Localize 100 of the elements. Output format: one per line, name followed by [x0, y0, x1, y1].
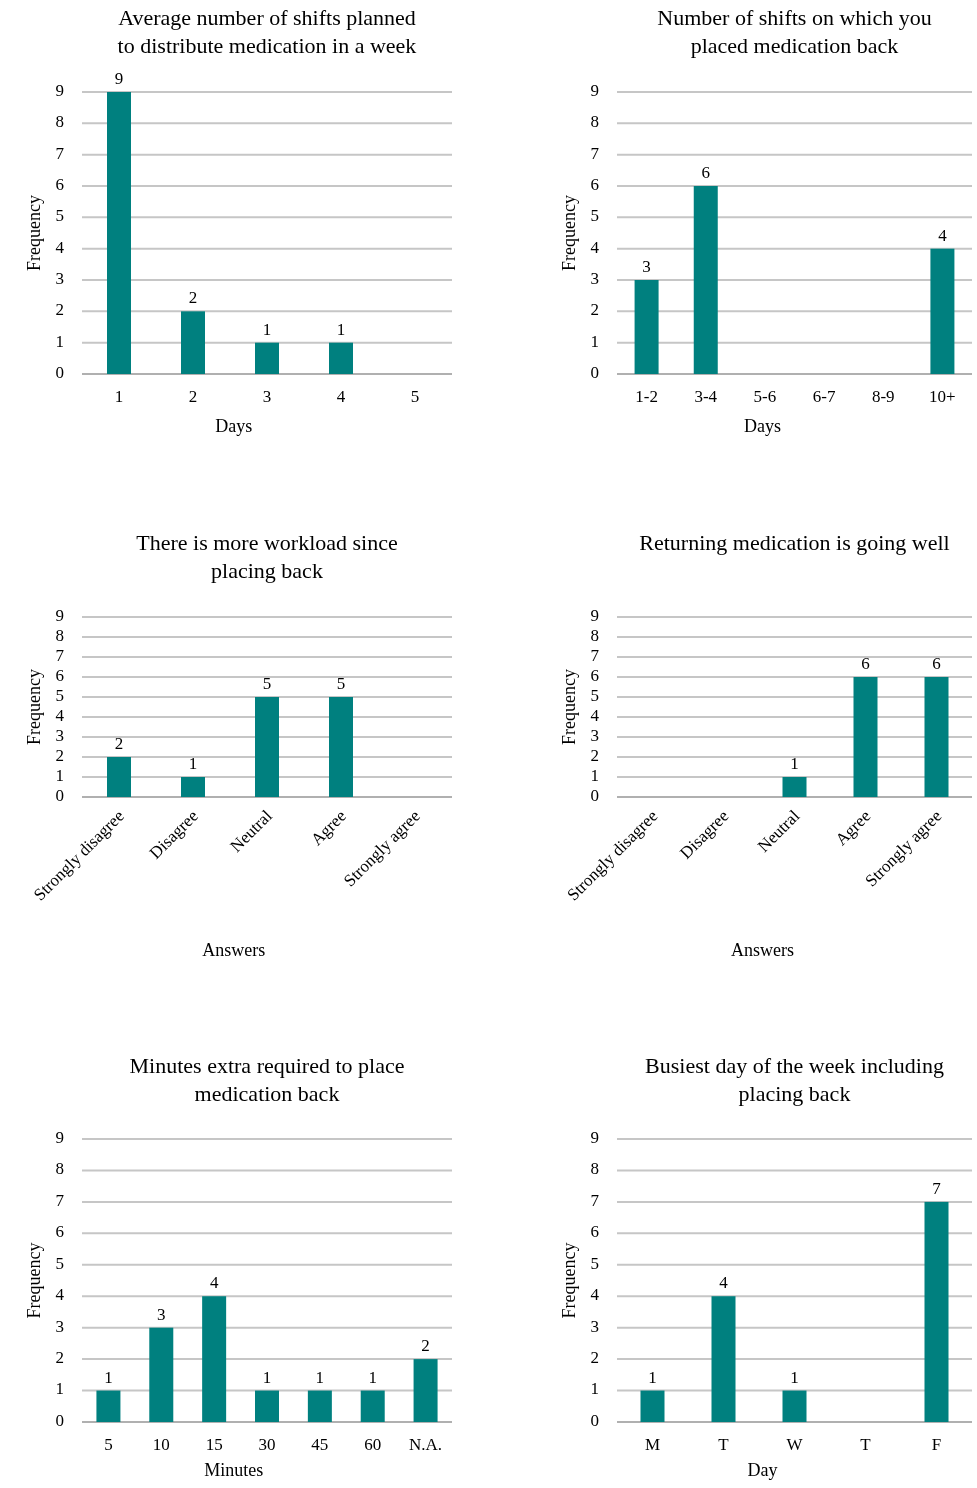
x-axis-title: Days — [744, 416, 782, 437]
bar — [693, 186, 718, 374]
y-tick-label: 2 — [55, 1348, 64, 1368]
y-tick-label: 1 — [55, 765, 64, 785]
x-tick-label: W — [786, 1434, 804, 1454]
x-tick-label: T — [860, 1434, 872, 1454]
y-tick-label: 1 — [590, 1379, 599, 1399]
bar — [107, 92, 131, 374]
x-tick-label: 8-9 — [871, 386, 895, 406]
y-tick-label: 5 — [55, 206, 64, 226]
data-label: 2 — [421, 1336, 430, 1356]
y-tick-label: 6 — [590, 665, 599, 685]
data-label: 4 — [938, 225, 948, 245]
y-tick-label: 5 — [590, 1253, 599, 1273]
bar — [413, 1359, 438, 1422]
data-label: 2 — [188, 288, 198, 308]
bar — [924, 1201, 949, 1422]
x-tick-label: 5 — [410, 386, 420, 406]
x-tick-label: 45 — [311, 1434, 329, 1454]
x-axis-title: Day — [747, 1460, 778, 1481]
x-tick-label: 15 — [205, 1434, 223, 1454]
chart-title: Returning medication is going well — [639, 530, 950, 556]
data-label: 7 — [932, 1178, 942, 1198]
bar — [782, 1390, 807, 1422]
y-tick-label: 4 — [55, 1285, 65, 1305]
y-tick-label: 9 — [55, 80, 64, 100]
bar — [634, 280, 659, 374]
data-label: 3 — [157, 1304, 166, 1324]
bar — [107, 757, 131, 797]
x-tick-label: 2 — [188, 386, 198, 406]
y-tick-label: 0 — [55, 362, 64, 382]
x-tick-label: 5-6 — [753, 386, 777, 406]
y-tick-label: 6 — [55, 665, 64, 685]
bar — [96, 1390, 121, 1422]
y-tick-label: 3 — [55, 725, 64, 745]
data-label: 1 — [648, 1367, 657, 1387]
y-tick-label: 4 — [590, 237, 600, 257]
y-tick-label: 7 — [590, 645, 600, 665]
data-label: 1 — [188, 754, 198, 773]
y-axis-title: Frequency — [559, 669, 580, 745]
y-tick-label: 8 — [55, 625, 64, 645]
y-tick-label: 3 — [590, 725, 599, 745]
bar — [255, 342, 279, 374]
y-tick-label: 6 — [55, 174, 64, 194]
y-tick-label: 8 — [590, 625, 599, 645]
y-tick-label: 2 — [55, 300, 64, 320]
y-tick-label: 1 — [590, 765, 599, 785]
y-tick-label: 3 — [55, 268, 64, 288]
bar — [255, 1390, 279, 1422]
y-tick-label: 2 — [55, 745, 64, 765]
x-tick-label: F — [931, 1434, 942, 1454]
chart-title: Average number of shifts planned to distribute medication in a week — [117, 5, 417, 59]
data-label: 6 — [701, 163, 710, 182]
data-label: 1 — [262, 1367, 272, 1387]
y-tick-label: 4 — [55, 705, 65, 725]
y-tick-label: 5 — [590, 206, 599, 226]
chart-title: There is more workload since placing back — [136, 530, 398, 584]
bar — [930, 248, 955, 374]
y-tick-label: 3 — [590, 1316, 599, 1336]
y-tick-label: 1 — [55, 331, 64, 351]
y-tick-label: 5 — [55, 1253, 64, 1273]
data-label: 6 — [932, 654, 941, 673]
y-tick-label: 6 — [590, 174, 599, 194]
data-label: 1 — [315, 1367, 325, 1387]
y-tick-label: 2 — [590, 745, 599, 765]
y-tick-label: 8 — [55, 112, 64, 132]
chart-title: Minutes extra required to place medication back — [129, 1053, 405, 1107]
data-label: 2 — [114, 734, 124, 753]
x-tick-label: 3 — [262, 386, 272, 406]
y-tick-label: 4 — [55, 237, 65, 257]
data-label: 5 — [336, 674, 346, 693]
x-axis-title: Answers — [202, 940, 266, 961]
x-tick-label: 30 — [258, 1434, 276, 1454]
x-axis-title: Days — [215, 416, 253, 437]
x-tick-label: 6-7 — [812, 386, 836, 406]
x-tick-label: 5 — [104, 1434, 113, 1454]
data-label: 1 — [790, 754, 799, 773]
y-tick-label: 3 — [55, 1316, 64, 1336]
y-tick-label: 7 — [55, 1190, 65, 1210]
y-tick-label: 8 — [590, 1159, 599, 1179]
y-axis-title: Frequency — [24, 669, 45, 745]
y-tick-label: 4 — [590, 1285, 600, 1305]
bar — [640, 1390, 665, 1422]
y-tick-label: 0 — [55, 1410, 64, 1430]
y-tick-label: 1 — [590, 331, 599, 351]
data-label: 1 — [368, 1367, 377, 1387]
x-tick-label: 10 — [152, 1434, 170, 1454]
y-axis-title: Frequency — [24, 195, 45, 271]
data-label: 4 — [209, 1273, 219, 1293]
y-tick-label: 9 — [55, 605, 64, 625]
data-label: 1 — [336, 319, 346, 339]
x-tick-label: 1 — [114, 386, 124, 406]
data-label: 4 — [719, 1273, 729, 1293]
y-axis-title: Frequency — [559, 195, 580, 271]
y-tick-label: 0 — [55, 785, 64, 805]
x-tick-label: N.A. — [409, 1434, 443, 1454]
bar — [329, 342, 353, 374]
x-tick-label: 4 — [336, 386, 346, 406]
chart-title: Number of shifts on which you placed medication back — [657, 5, 932, 59]
y-tick-label: 9 — [590, 1127, 599, 1147]
